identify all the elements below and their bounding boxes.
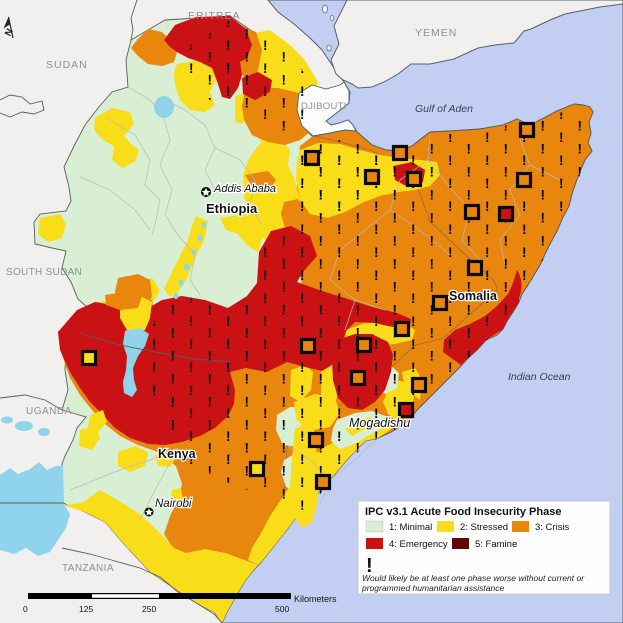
svg-text:TANZANIA: TANZANIA bbox=[62, 563, 114, 574]
svg-text:500: 500 bbox=[275, 604, 289, 614]
svg-text:250: 250 bbox=[142, 604, 156, 614]
svg-text:DJIBOUTI: DJIBOUTI bbox=[301, 101, 347, 112]
svg-text:1: Minimal: 1: Minimal bbox=[389, 522, 432, 533]
svg-text:Addis Ababa: Addis Ababa bbox=[213, 183, 276, 195]
svg-text:Kenya: Kenya bbox=[158, 447, 197, 461]
svg-text:ERITREA: ERITREA bbox=[188, 10, 241, 22]
svg-text:4: Emergency: 4: Emergency bbox=[389, 539, 448, 550]
svg-text:SUDAN: SUDAN bbox=[46, 59, 88, 71]
svg-text:YEMEN: YEMEN bbox=[415, 27, 457, 39]
svg-text:5: Famine: 5: Famine bbox=[475, 539, 517, 550]
svg-text:Ethiopia: Ethiopia bbox=[206, 201, 258, 216]
svg-text:Indian Ocean: Indian Ocean bbox=[508, 371, 571, 383]
svg-text:Nairobi: Nairobi bbox=[155, 498, 192, 510]
svg-text:N: N bbox=[3, 27, 16, 38]
svg-text:IPC v3.1 Acute Food Insecurity: IPC v3.1 Acute Food Insecurity Phase bbox=[365, 506, 561, 518]
svg-text:Would likely be at least one p: Would likely be at least one phase worse… bbox=[362, 573, 585, 583]
svg-text:0: 0 bbox=[23, 604, 28, 614]
svg-text:!: ! bbox=[366, 555, 373, 577]
svg-text:Somalia: Somalia bbox=[449, 289, 498, 303]
svg-text:Gulf of Aden: Gulf of Aden bbox=[415, 103, 473, 115]
svg-text:SOUTH SUDAN: SOUTH SUDAN bbox=[6, 267, 82, 278]
svg-text:programmed humanitarian assist: programmed humanitarian assistance bbox=[361, 583, 504, 593]
svg-text:Mogadishu: Mogadishu bbox=[349, 416, 410, 430]
svg-text:2: Stressed: 2: Stressed bbox=[460, 522, 508, 533]
svg-text:3: Crisis: 3: Crisis bbox=[535, 522, 570, 533]
svg-text:Kilometers: Kilometers bbox=[294, 594, 337, 604]
svg-text:UGANDA: UGANDA bbox=[26, 406, 72, 417]
svg-text:125: 125 bbox=[79, 604, 93, 614]
